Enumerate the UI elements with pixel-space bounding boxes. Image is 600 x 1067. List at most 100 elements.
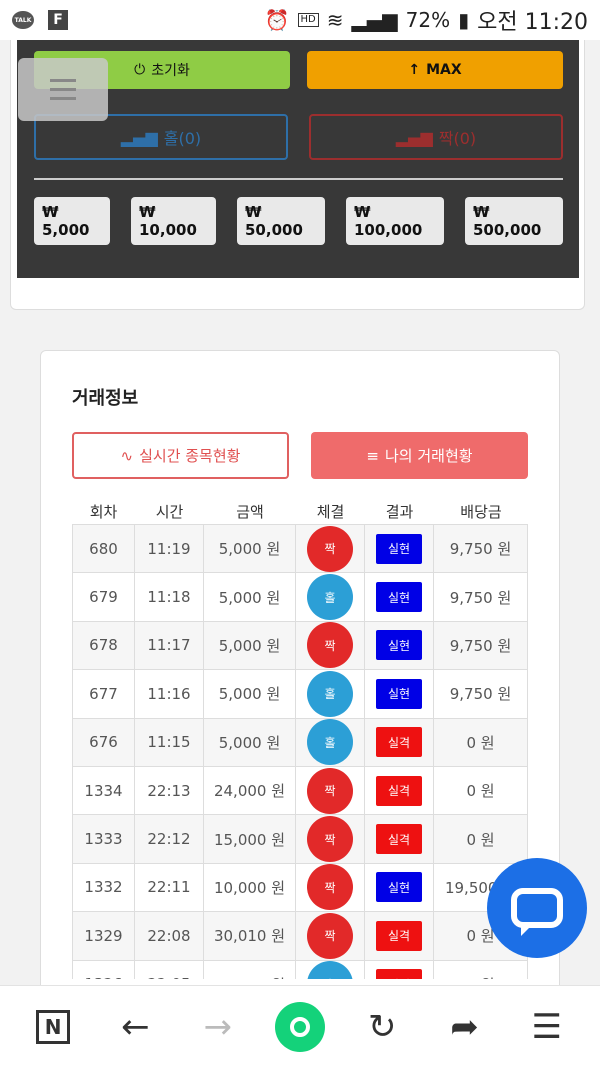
battery-percent: 72% [405, 8, 451, 32]
reload-button[interactable]: ↻ [352, 997, 412, 1057]
amount-button-100000[interactable]: ₩ 100,000 [346, 197, 444, 245]
control-panel: ⏻ 초기화 ↑ MAX ▂▄▆ 홀(0) ▂▄▆ 짝(0) ₩ 5,000 ₩ … [17, 40, 579, 278]
divider [34, 178, 563, 180]
arrow-up-icon: ↑ [408, 62, 421, 78]
green-dot-icon [274, 1001, 325, 1052]
share-icon: ➦ [450, 1006, 479, 1047]
chat-button[interactable] [487, 858, 587, 958]
wifi-icon: ≋ [326, 8, 344, 32]
result-cell: 실현 [365, 863, 434, 912]
amount-cell: 5,000 원 [204, 718, 296, 766]
green-dot-button[interactable] [270, 997, 330, 1057]
pick-ball: 홀 [307, 574, 353, 621]
naver-home-button[interactable]: N [23, 997, 83, 1057]
list-icon: ≡ [366, 446, 379, 465]
column-header: 금액 [236, 502, 264, 521]
payout-cell: 9,750 원 [434, 573, 528, 621]
column-header: 체결 [316, 502, 345, 521]
result-cell: 실격 [365, 718, 434, 766]
kakaotalk-icon: TALK [12, 11, 34, 29]
tab-my-trades[interactable]: ≡ 나의 거래현황 [311, 432, 528, 479]
result-cell: 실격 [365, 912, 434, 960]
time-cell: 11:17 [135, 621, 204, 670]
result-cell: 실현 [365, 621, 434, 670]
table-row: 1332 22:11 10,000 원 짝 실현 19,500 원 [72, 863, 528, 913]
pick-ball: 짝 [307, 816, 353, 863]
tab-live-status[interactable]: ∿ 실시간 종목현황 [72, 432, 289, 479]
amount-cell: 5,000 원 [204, 525, 296, 573]
pick-ball: 짝 [307, 525, 353, 572]
payout-cell: 0 원 [434, 766, 528, 815]
result-cell: 실격 [365, 766, 434, 815]
pick-ball: 홀 [307, 961, 353, 979]
result-cell: 실현 [365, 573, 434, 621]
payout-cell: 0 원 [434, 815, 528, 863]
status-bar: TALK F ⏰ HD ≋ ▂▄▆ 72% ▮ 오전 11:20 [0, 0, 600, 40]
round-cell: 1333 [72, 815, 135, 863]
time-cell: 22:08 [135, 912, 204, 960]
table-row: 676 11:15 5,000 원 홀 실격 0 원 [72, 718, 528, 767]
table-row: 677 11:16 5,000 원 홀 실현 9,750 원 [72, 670, 528, 719]
browser-navbar: N ← → ↻ ➦ ☰ [0, 985, 600, 1067]
amount-cell: 5,000 원 [204, 670, 296, 718]
pick-cell: 짝 [296, 912, 365, 960]
column-header: 시간 [155, 502, 184, 521]
pick-cell: 짝 [296, 766, 365, 815]
signal-bars-icon: ▂▄▆ [395, 127, 433, 147]
table-row: 679 11:18 5,000 원 홀 실현 9,750 원 [72, 573, 528, 622]
share-button[interactable]: ➦ [435, 997, 495, 1057]
pick-cell: 홀 [296, 718, 365, 766]
max-label: MAX [426, 62, 462, 78]
amount-cell: 10,000 원 [204, 863, 296, 912]
pick-cell: 홀 [296, 573, 365, 621]
back-button[interactable]: ← [105, 997, 165, 1057]
power-icon: ⏻ [134, 62, 146, 78]
amount-button-500000[interactable]: ₩ 500,000 [465, 197, 563, 245]
result-badge: 실격 [376, 775, 422, 806]
odd-bet-button[interactable]: ▂▄▆ 홀(0) [34, 114, 288, 160]
amount-cell: 5,000 원 [204, 621, 296, 670]
menu-button[interactable]: ☰ [517, 997, 577, 1057]
section-title: 거래정보 [72, 388, 139, 409]
payout-cell: 9,750 원 [434, 670, 528, 718]
trade-table[interactable]: 680 11:19 5,000 원 짝 실현 9,750 원 679 11:18 5,000 원… [72, 524, 528, 979]
signal-icon: ▂▄▆ [351, 8, 398, 32]
pick-ball: 홀 [307, 719, 353, 766]
time-cell: 22:05 [135, 960, 204, 979]
pick-ball: 짝 [307, 622, 353, 669]
chat-icon [511, 888, 563, 936]
result-badge: 실현 [376, 872, 422, 903]
result-badge: 실격 [376, 920, 422, 951]
payout-cell: 9,750 원 [434, 525, 528, 573]
forward-button[interactable]: → [188, 997, 248, 1057]
table-row: 678 11:17 5,000 원 짝 실현 9,750 원 [72, 621, 528, 671]
reset-label: 초기화 [151, 63, 190, 79]
pick-cell: 짝 [296, 815, 365, 863]
pick-cell: 짝 [296, 621, 365, 670]
amount-cell: 30,010 원 [204, 912, 296, 960]
max-button[interactable]: ↑ MAX [307, 51, 563, 89]
round-cell: 679 [72, 573, 135, 621]
hd-voice-icon: HD [297, 13, 319, 27]
pick-ball: 짝 [307, 864, 353, 911]
result-cell: 실격 [365, 815, 434, 863]
payout-cell: 9,750 원 [434, 621, 528, 670]
round-cell: 678 [72, 621, 135, 670]
payout-cell: 0 원 [434, 960, 528, 979]
pick-cell: 홀 [296, 670, 365, 718]
amount-buttons: ₩ 5,000 ₩ 10,000 ₩ 50,000 ₩ 100,000 ₩ 50… [34, 197, 563, 245]
time-cell: 11:15 [135, 718, 204, 766]
result-badge: 실현 [376, 630, 422, 661]
time-cell: 22:11 [135, 863, 204, 912]
round-cell: 680 [72, 525, 135, 573]
amount-button-10000[interactable]: ₩ 10,000 [131, 197, 216, 245]
payout-cell: 0 원 [434, 718, 528, 766]
battery-icon: ▮ [458, 8, 470, 32]
amount-cell: 5,000 원 [204, 573, 296, 621]
amount-button-5000[interactable]: ₩ 5,000 [34, 197, 110, 245]
alarm-icon: ⏰ [264, 8, 290, 32]
amount-button-50000[interactable]: ₩ 50,000 [237, 197, 325, 245]
round-cell: 676 [72, 718, 135, 766]
hamburger-menu-button[interactable] [18, 58, 108, 121]
even-bet-button[interactable]: ▂▄▆ 짝(0) [309, 114, 563, 160]
